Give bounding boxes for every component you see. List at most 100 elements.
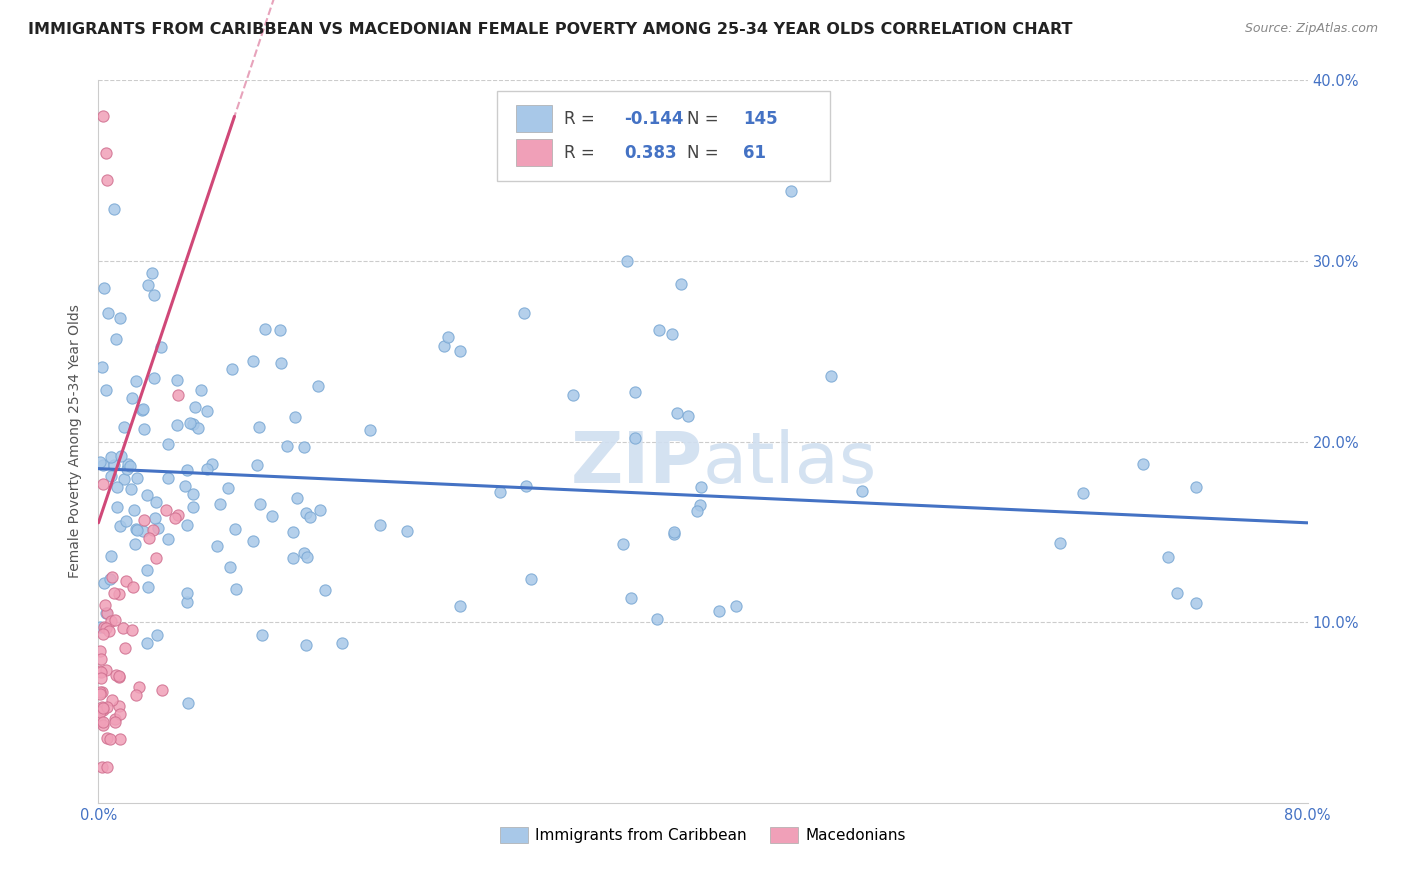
- Point: [1185, 480, 1208, 494]
- Point: [96, 699, 118, 714]
- Point: [820, 368, 842, 383]
- Point: [97, 306, 120, 320]
- Point: [136, 581, 159, 595]
- Point: [89, 671, 111, 685]
- Point: [96, 664, 118, 678]
- Point: [93, 620, 115, 634]
- Point: [125, 688, 148, 702]
- Point: [89, 664, 111, 678]
- Point: [205, 539, 228, 553]
- Point: [225, 582, 247, 597]
- Point: [515, 479, 537, 493]
- Point: [616, 254, 638, 268]
- Point: [89, 687, 111, 701]
- Point: [93, 458, 115, 472]
- Point: [242, 353, 264, 368]
- Point: [138, 531, 160, 545]
- Point: [91, 109, 114, 123]
- Point: [100, 549, 122, 563]
- Point: [176, 586, 198, 600]
- Text: ZIP: ZIP: [571, 429, 703, 498]
- Point: [103, 202, 125, 216]
- Point: [122, 580, 145, 594]
- Point: [108, 587, 131, 601]
- Point: [98, 731, 121, 746]
- Point: [136, 563, 159, 577]
- Point: [183, 400, 205, 414]
- Point: [166, 508, 188, 522]
- Point: [100, 572, 122, 586]
- Point: [132, 513, 155, 527]
- Point: [195, 462, 218, 476]
- Point: [690, 480, 713, 494]
- Point: [664, 524, 686, 539]
- Point: [314, 583, 336, 598]
- Point: [142, 523, 165, 537]
- Point: [181, 486, 204, 500]
- Point: [166, 373, 188, 387]
- Point: [105, 480, 128, 494]
- Text: IMMIGRANTS FROM CARIBBEAN VS MACEDONIAN FEMALE POVERTY AMONG 25-34 YEAR OLDS COR: IMMIGRANTS FROM CARIBBEAN VS MACEDONIAN …: [28, 22, 1073, 37]
- Point: [124, 374, 146, 388]
- Point: [115, 574, 138, 589]
- Point: [108, 706, 131, 721]
- Point: [94, 599, 117, 613]
- Point: [108, 699, 131, 714]
- Point: [181, 500, 204, 515]
- Point: [89, 714, 111, 728]
- Point: [292, 440, 315, 454]
- Point: [125, 522, 148, 536]
- Point: [187, 421, 209, 435]
- Point: [93, 281, 115, 295]
- Point: [299, 509, 322, 524]
- Point: [249, 497, 271, 511]
- Point: [520, 572, 543, 586]
- Point: [217, 481, 239, 495]
- Point: [156, 437, 179, 451]
- Point: [131, 403, 153, 417]
- Point: [145, 494, 167, 508]
- Point: [561, 388, 583, 402]
- Point: [134, 422, 156, 436]
- Point: [1049, 535, 1071, 549]
- Point: [246, 458, 269, 473]
- Point: [145, 510, 167, 524]
- Point: [100, 615, 122, 629]
- Point: [294, 506, 316, 520]
- Point: [91, 627, 114, 641]
- Point: [686, 504, 709, 518]
- Point: [90, 700, 112, 714]
- Point: [645, 612, 668, 626]
- Point: [89, 705, 111, 719]
- Point: [96, 172, 118, 186]
- Point: [174, 479, 197, 493]
- Point: [91, 359, 114, 374]
- Point: [136, 278, 159, 293]
- Point: [149, 340, 172, 354]
- Point: [295, 549, 318, 564]
- Point: [242, 534, 264, 549]
- Point: [252, 628, 274, 642]
- Point: [1157, 549, 1180, 564]
- Point: [105, 500, 128, 515]
- Point: [108, 731, 131, 746]
- Point: [89, 455, 111, 469]
- Point: [157, 532, 180, 546]
- Point: [128, 680, 150, 694]
- Point: [179, 416, 201, 430]
- Text: -0.144: -0.144: [624, 110, 683, 128]
- Point: [285, 491, 308, 506]
- Point: [269, 322, 291, 336]
- Point: [100, 693, 122, 707]
- Y-axis label: Female Poverty Among 25-34 Year Olds: Female Poverty Among 25-34 Year Olds: [69, 304, 83, 579]
- Point: [145, 551, 167, 566]
- Point: [89, 644, 111, 658]
- Point: [221, 361, 243, 376]
- Point: [107, 670, 129, 684]
- Point: [1132, 457, 1154, 471]
- Point: [115, 462, 138, 476]
- Text: atlas: atlas: [703, 429, 877, 498]
- Point: [176, 463, 198, 477]
- Point: [156, 471, 179, 485]
- Point: [648, 323, 671, 337]
